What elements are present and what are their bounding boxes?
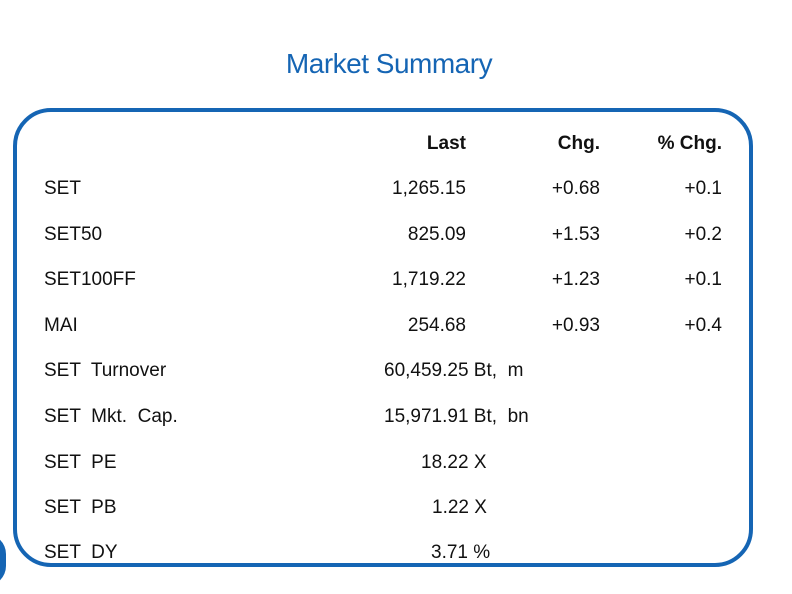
decorative-corner-tab: [0, 534, 6, 586]
index-name: SET50: [44, 224, 103, 245]
index-last: 1,719.22: [392, 269, 466, 290]
summary-panel: [13, 108, 753, 567]
stat-name: SET Turnover: [44, 360, 167, 381]
index-chg: +0.68: [551, 178, 600, 199]
index-last: 825.09: [407, 224, 466, 245]
index-pct-chg: +0.2: [684, 224, 722, 245]
header-chg: Chg.: [557, 133, 600, 154]
index-pct-chg: +0.1: [684, 178, 722, 199]
stat-name: SET DY: [44, 542, 118, 563]
stat-name: SET PB: [44, 497, 117, 518]
stat-value: 15,971.91 Bt, bn: [384, 406, 529, 427]
index-last: 1,265.15: [392, 178, 466, 199]
stat-value: 1.22 X: [432, 497, 487, 518]
stat-value: 60,459.25 Bt, m: [384, 360, 524, 381]
index-last: 254.68: [407, 315, 466, 336]
stat-name: SET Mkt. Cap.: [44, 406, 178, 427]
index-name: SET: [44, 178, 81, 199]
page-title: Market Summary: [285, 48, 493, 79]
index-chg: +0.93: [551, 315, 600, 336]
index-pct-chg: +0.4: [684, 315, 722, 336]
header-last: Last: [426, 133, 466, 154]
index-chg: +1.53: [551, 224, 600, 245]
index-pct-chg: +0.1: [684, 269, 722, 290]
stat-name: SET PE: [44, 452, 117, 473]
stat-value: 3.71 %: [431, 542, 491, 563]
index-name: SET100FF: [44, 269, 136, 290]
stat-value: 18.22 X: [421, 452, 487, 473]
index-name: MAI: [44, 315, 78, 336]
index-chg: +1.23: [551, 269, 600, 290]
header-pct-chg: % Chg.: [657, 133, 722, 154]
